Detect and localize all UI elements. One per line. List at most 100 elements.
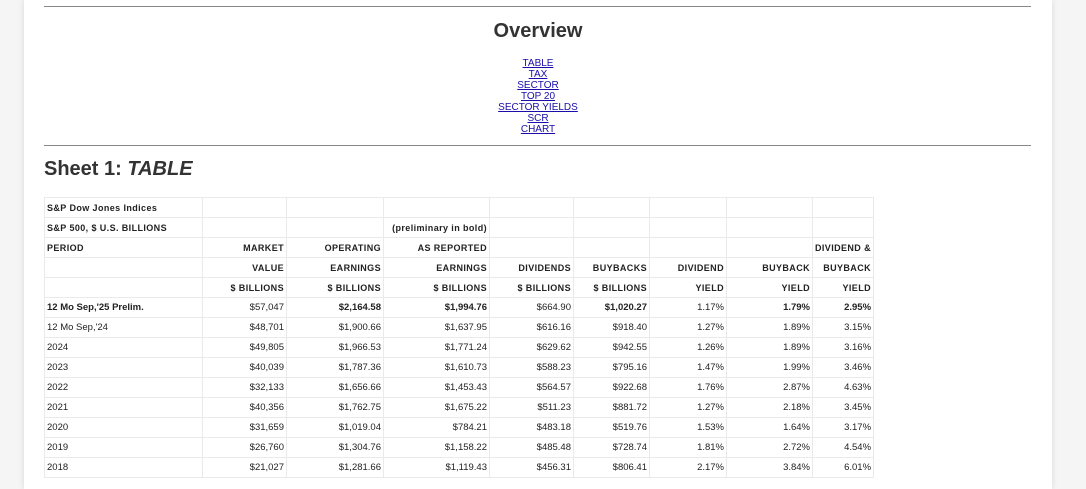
value-cell: $456.31	[489, 457, 574, 478]
column-header: DIVIDENDS	[489, 257, 574, 278]
nav-link-sector[interactable]: SECTOR	[517, 80, 559, 91]
table-row: 2020 $31,659 $1,019.04 $784.21 $483.18 $519.7…	[44, 417, 875, 438]
sheet-title-name: TABLE	[127, 158, 193, 180]
value-cell: $1,020.27	[573, 297, 650, 318]
value-cell: 1.53%	[649, 417, 727, 438]
column-header: $ BILLIONS	[573, 277, 650, 298]
value-cell: $1,762.75	[286, 397, 384, 418]
nav-link-table[interactable]: TABLE	[522, 58, 554, 69]
value-cell: $1,787.36	[286, 357, 384, 378]
column-header	[726, 237, 813, 258]
value-cell: $1,966.53	[286, 337, 384, 358]
column-header: AS REPORTED	[383, 237, 490, 258]
header-row-units: S&P 500, $ U.S. BILLIONS (preliminary in…	[44, 217, 875, 238]
value-cell: 3.17%	[811, 417, 875, 438]
value-cell: $806.41	[573, 457, 650, 478]
value-cell: $784.21	[383, 417, 490, 438]
nav-link-scr[interactable]: SCR	[527, 113, 549, 124]
value-cell: $1,610.73	[383, 357, 490, 378]
header-row-3: PERIOD MARKET OPERATING AS REPORTED DIVIDEND…	[44, 237, 875, 258]
value-cell: $728.74	[573, 437, 650, 458]
value-cell: $588.23	[489, 357, 574, 378]
value-cell: 1.17%	[649, 297, 727, 318]
value-cell: $918.40	[573, 317, 650, 338]
table-row: 2023 $40,039 $1,787.36 $1,610.73 $588.23 $795…	[44, 357, 875, 378]
value-cell: 4.54%	[811, 437, 875, 458]
period-cell: 2022	[44, 377, 203, 398]
value-cell: $1,158.22	[383, 437, 490, 458]
units-label: S&P 500, $ U.S. BILLIONS	[44, 217, 203, 238]
nav-link-tax[interactable]: TAX	[528, 69, 548, 80]
column-header	[44, 277, 203, 298]
value-cell: 1.89%	[726, 317, 813, 338]
value-cell: $49,805	[202, 337, 287, 358]
value-cell: 1.89%	[726, 337, 813, 358]
nav-link-top-20[interactable]: TOP 20	[520, 91, 556, 102]
table-row: 2021 $40,356 $1,762.75 $1,675.22 $511.23 $881…	[44, 397, 875, 418]
section-divider	[44, 145, 1031, 146]
column-header: YIELD	[649, 277, 727, 298]
period-cell: 2024	[44, 337, 203, 358]
period-cell: 2021	[44, 397, 203, 418]
value-cell: $48,701	[202, 317, 287, 338]
header-row-4: VALUE EARNINGS EARNINGS DIVIDENDS BUYBACKS DI…	[44, 257, 875, 278]
value-cell: $922.68	[573, 377, 650, 398]
value-cell: 2.87%	[726, 377, 813, 398]
column-header: DIVIDEND	[649, 257, 727, 278]
table-row: 2022 $32,133 $1,656.66 $1,453.43 $564.57 $922…	[44, 377, 875, 398]
overview-title: Overview	[493, 20, 583, 42]
period-cell: 2023	[44, 357, 203, 378]
header-row-source: S&P Dow Jones Indices	[44, 197, 875, 218]
column-header	[489, 237, 574, 258]
value-cell: $57,047	[202, 297, 287, 318]
value-cell: $1,675.22	[383, 397, 490, 418]
value-cell: $511.23	[489, 397, 574, 418]
value-cell: 1.26%	[649, 337, 727, 358]
column-header: EARNINGS	[286, 257, 384, 278]
column-header: YIELD	[726, 277, 813, 298]
table-row: 2018 $21,027 $1,281.66 $1,119.43 $456.31 $806…	[44, 457, 875, 478]
period-cell: 2018	[44, 457, 203, 478]
table-row: 12 Mo Sep,'24 $48,701 $1,900.66 $1,637.95 $6…	[44, 317, 875, 338]
value-cell: 1.81%	[649, 437, 727, 458]
sheet-title-prefix: Sheet 1:	[44, 158, 128, 180]
nav-link-chart[interactable]: CHART	[520, 124, 556, 135]
value-cell: $483.18	[489, 417, 574, 438]
value-cell: $1,119.43	[383, 457, 490, 478]
preliminary-note: (preliminary in bold)	[383, 217, 490, 238]
period-cell: 12 Mo Sep,'24	[44, 317, 203, 338]
header-row-5: $ BILLIONS $ BILLIONS $ BILLIONS $ BILLIONS…	[44, 277, 875, 298]
value-cell: $21,027	[202, 457, 287, 478]
value-cell: $1,771.24	[383, 337, 490, 358]
table-row: 2024 $49,805 $1,966.53 $1,771.24 $629.62 $942…	[44, 337, 875, 358]
value-cell: 2.72%	[726, 437, 813, 458]
value-cell: $1,900.66	[286, 317, 384, 338]
nav-link-sector-yields[interactable]: SECTOR YIELDS	[498, 102, 578, 113]
column-header: VALUE	[202, 257, 287, 278]
column-header	[573, 237, 650, 258]
column-header	[649, 237, 727, 258]
column-header: $ BILLIONS	[489, 277, 574, 298]
table-row: 2019 $26,760 $1,304.76 $1,158.22 $485.48 $728…	[44, 437, 875, 458]
value-cell: $942.55	[573, 337, 650, 358]
table-row: 12 Mo Sep,'25 Prelim. $57,047 $2,164.58 $1,…	[44, 297, 875, 318]
value-cell: $485.48	[489, 437, 574, 458]
value-cell: 1.47%	[649, 357, 727, 378]
value-cell: $1,281.66	[286, 457, 384, 478]
column-header: YIELD	[811, 277, 875, 298]
value-cell: $1,304.76	[286, 437, 384, 458]
value-cell: $1,994.76	[383, 297, 490, 318]
period-cell: 2020	[44, 417, 203, 438]
value-cell: $1,453.43	[383, 377, 490, 398]
value-cell: $2,164.58	[286, 297, 384, 318]
overview-nav: TABLE TAX SECTOR TOP 20 SECTOR YIELDS SC…	[24, 58, 1052, 135]
value-cell: 2.18%	[726, 397, 813, 418]
value-cell: 3.16%	[811, 337, 875, 358]
value-cell: $1,019.04	[286, 417, 384, 438]
value-cell: $40,356	[202, 397, 287, 418]
sp500-data-table: S&P Dow Jones Indices S&P 500, $ U.S. BI…	[44, 197, 875, 478]
value-cell: $564.57	[489, 377, 574, 398]
value-cell: 4.63%	[811, 377, 875, 398]
period-cell: 2019	[44, 437, 203, 458]
value-cell: $26,760	[202, 437, 287, 458]
